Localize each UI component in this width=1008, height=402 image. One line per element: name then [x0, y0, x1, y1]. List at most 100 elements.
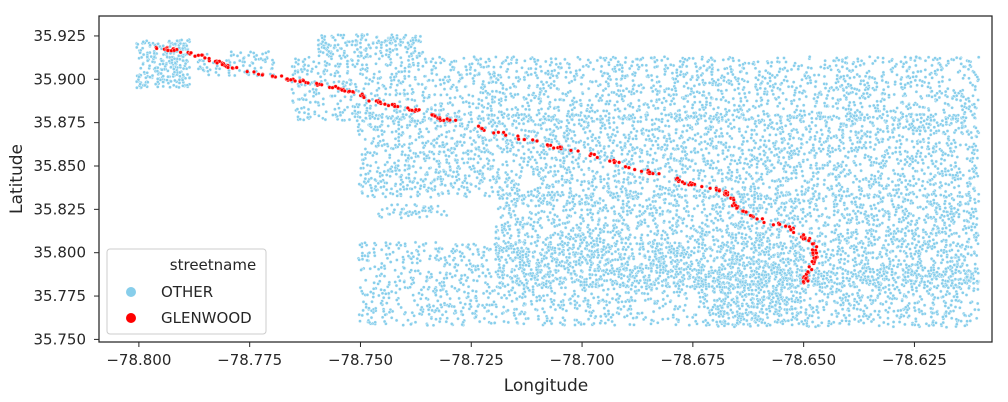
point-other [433, 121, 437, 125]
point-other [562, 159, 567, 163]
point-other [682, 140, 687, 144]
point-other [402, 88, 407, 92]
point-other [360, 67, 365, 71]
point-other [527, 155, 531, 160]
point-other [765, 155, 770, 160]
point-other [620, 121, 625, 125]
point-other [941, 123, 945, 128]
point-other [296, 84, 301, 88]
point-other [379, 42, 384, 47]
point-other [500, 188, 505, 192]
point-other [958, 176, 963, 181]
point-other [851, 122, 855, 126]
point-other [291, 73, 295, 77]
point-other [399, 60, 404, 65]
point-other [674, 114, 679, 119]
point-other [423, 86, 428, 91]
point-other [720, 172, 725, 176]
point-other [343, 55, 348, 59]
point-other [786, 117, 790, 122]
point-other [909, 112, 914, 117]
point-other [762, 112, 767, 116]
point-other [918, 140, 923, 144]
point-other [514, 69, 519, 74]
point-other [514, 126, 519, 130]
point-other [455, 178, 459, 183]
point-other [923, 129, 928, 133]
point-other [406, 41, 410, 45]
point-other [440, 182, 444, 186]
point-other [363, 82, 368, 86]
point-other [676, 79, 680, 84]
point-other [411, 63, 416, 67]
point-other [471, 164, 476, 168]
point-other [946, 169, 951, 173]
point-other [437, 149, 442, 154]
point-other [867, 55, 872, 59]
point-other [572, 74, 577, 78]
point-other [477, 72, 482, 77]
point-other [404, 187, 409, 191]
point-other [449, 181, 453, 186]
point-other [305, 115, 310, 120]
point-other [860, 146, 864, 150]
point-other [965, 129, 969, 134]
point-other [877, 140, 881, 145]
point-other [900, 167, 905, 171]
point-other [667, 179, 672, 184]
point-other [895, 73, 899, 77]
point-other [537, 152, 542, 157]
point-other [644, 63, 649, 68]
point-other [717, 134, 722, 139]
point-other [469, 182, 474, 187]
point-other [826, 128, 831, 133]
point-other [827, 89, 831, 93]
point-other [357, 102, 362, 107]
point-other [675, 68, 679, 72]
point-other [840, 59, 845, 64]
point-other [293, 57, 298, 61]
point-other [531, 145, 536, 150]
point-other [307, 55, 311, 60]
point-other [462, 56, 466, 61]
point-other [857, 185, 861, 189]
point-other [694, 64, 699, 69]
point-other [522, 77, 527, 82]
point-other [703, 81, 708, 85]
point-other [397, 168, 402, 173]
point-other [907, 102, 911, 107]
point-other [196, 67, 201, 71]
point-other [259, 56, 263, 61]
point-other [400, 152, 404, 157]
point-other [424, 60, 429, 65]
point-other [437, 134, 441, 138]
point-other [958, 170, 962, 174]
point-other [614, 77, 619, 82]
point-other [716, 78, 721, 82]
point-other [482, 150, 487, 154]
point-other [749, 115, 754, 120]
point-other [866, 116, 870, 120]
point-other [707, 181, 712, 185]
point-other [875, 116, 880, 121]
point-other [819, 149, 823, 154]
point-other [949, 121, 954, 126]
point-other [510, 187, 515, 192]
point-other [581, 159, 586, 164]
point-other [606, 118, 611, 123]
point-other [178, 70, 182, 75]
point-other [554, 62, 559, 67]
point-other [339, 56, 344, 61]
point-other [178, 74, 182, 79]
point-other [805, 157, 810, 162]
point-other [649, 139, 654, 143]
point-other [781, 176, 785, 180]
point-other [614, 82, 619, 86]
point-other [375, 88, 379, 93]
point-other [338, 99, 343, 103]
point-other [155, 77, 160, 81]
point-other [439, 108, 443, 112]
point-other [377, 69, 382, 74]
point-other [317, 61, 321, 65]
point-other [480, 136, 485, 140]
